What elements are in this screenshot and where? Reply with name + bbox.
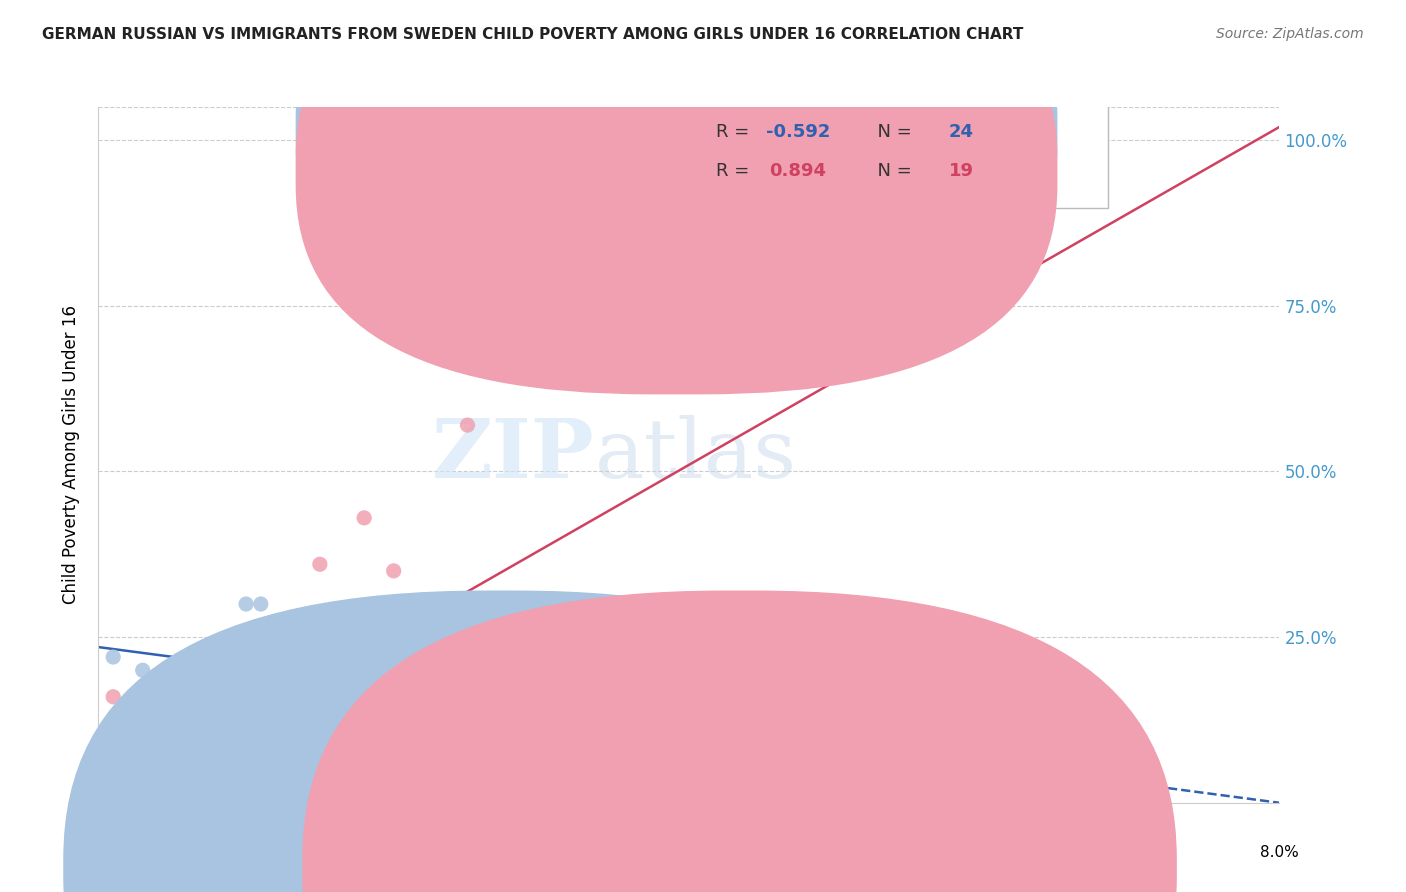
Point <box>235 650 257 665</box>
Text: 0.894: 0.894 <box>769 162 827 180</box>
Point <box>235 597 257 611</box>
Point <box>235 683 257 698</box>
Text: German Russians: German Russians <box>520 861 654 875</box>
Point <box>176 657 198 671</box>
Text: GERMAN RUSSIAN VS IMMIGRANTS FROM SWEDEN CHILD POVERTY AMONG GIRLS UNDER 16 CORR: GERMAN RUSSIAN VS IMMIGRANTS FROM SWEDEN… <box>42 27 1024 42</box>
Text: 0.0%: 0.0% <box>79 845 118 860</box>
Text: R =: R = <box>716 123 755 141</box>
Point <box>176 690 198 704</box>
Point <box>264 709 287 723</box>
Point <box>219 637 242 651</box>
Text: R =: R = <box>716 162 761 180</box>
Point <box>264 670 287 684</box>
Point <box>176 683 198 698</box>
FancyBboxPatch shape <box>295 0 1057 394</box>
Point <box>264 650 287 665</box>
Point <box>162 670 183 684</box>
Text: Immigrants from Sweden: Immigrants from Sweden <box>759 861 953 875</box>
Point <box>456 418 478 433</box>
Text: atlas: atlas <box>595 415 797 495</box>
FancyBboxPatch shape <box>295 0 1057 355</box>
Point <box>278 657 302 671</box>
Point <box>278 650 302 665</box>
Text: -0.592: -0.592 <box>766 123 830 141</box>
Point <box>530 650 553 665</box>
Text: ZIP: ZIP <box>432 415 595 495</box>
Point <box>191 683 214 698</box>
FancyBboxPatch shape <box>612 93 1108 208</box>
Point <box>205 663 228 677</box>
Point <box>323 670 346 684</box>
Point <box>191 643 214 657</box>
Point <box>605 736 627 750</box>
Point <box>219 690 242 704</box>
Point <box>382 564 405 578</box>
Point <box>205 650 228 665</box>
Point <box>278 663 302 677</box>
Point <box>308 558 332 572</box>
Point <box>132 683 155 698</box>
Point <box>205 683 228 698</box>
Point <box>162 676 183 690</box>
Point <box>308 657 332 671</box>
Y-axis label: Child Poverty Among Girls Under 16: Child Poverty Among Girls Under 16 <box>62 305 80 605</box>
Point <box>205 663 228 677</box>
Point <box>162 690 183 704</box>
Text: Source: ZipAtlas.com: Source: ZipAtlas.com <box>1216 27 1364 41</box>
Point <box>146 697 169 711</box>
Point <box>353 511 375 525</box>
Point <box>678 723 700 737</box>
Text: 24: 24 <box>949 123 974 141</box>
Point <box>1046 743 1069 757</box>
Text: 8.0%: 8.0% <box>1260 845 1299 860</box>
Text: N =: N = <box>866 162 918 180</box>
Point <box>1046 133 1069 147</box>
Text: N =: N = <box>866 123 918 141</box>
Point <box>250 597 273 611</box>
Point <box>146 676 169 690</box>
Point <box>219 670 242 684</box>
Text: 19: 19 <box>949 162 974 180</box>
Point <box>250 650 273 665</box>
Point <box>103 690 125 704</box>
Point <box>132 663 155 677</box>
Point <box>103 650 125 665</box>
